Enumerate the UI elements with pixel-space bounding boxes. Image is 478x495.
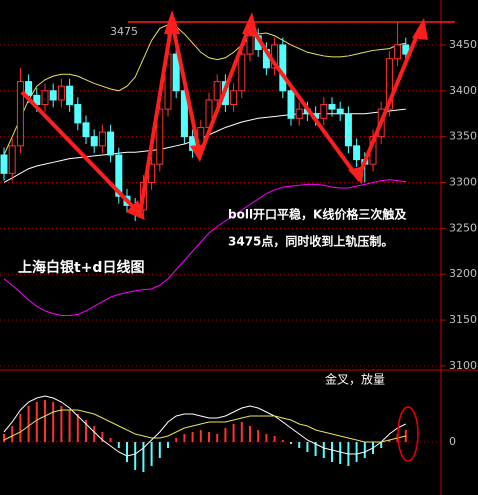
candle-body (213, 81, 221, 101)
arrow-head (412, 18, 428, 40)
y-tick-label: 3250 (449, 221, 477, 234)
candle-body (320, 104, 328, 119)
candle-body (74, 104, 82, 124)
indicator-line (3, 24, 406, 156)
arrow-head (126, 200, 145, 220)
candle-body (49, 90, 57, 101)
candle-body (25, 81, 33, 96)
indicator-line (3, 395, 407, 457)
chart-title: 上海白银t+d日线图 (18, 259, 144, 276)
candle-body (107, 131, 115, 156)
candle-body (336, 108, 344, 115)
candle-body (98, 131, 106, 147)
arrow-head (348, 166, 364, 184)
y-tick-label: 3400 (449, 84, 477, 97)
candle-body (238, 53, 246, 92)
candle-body (279, 44, 287, 92)
indicator-line (3, 409, 406, 443)
candle-body (353, 145, 361, 161)
candle-body (41, 90, 49, 106)
candle-body (8, 145, 16, 174)
arrow-heads (126, 10, 428, 220)
candle-body (328, 104, 336, 110)
arrow-head (164, 10, 180, 34)
candle-body (180, 90, 188, 138)
annotation: boll开口平稳，K线价格三次触及 (228, 207, 407, 222)
candle-body (246, 35, 254, 55)
candle-body (172, 53, 180, 92)
candle-body (385, 58, 393, 110)
y-tick-label: 3200 (449, 267, 477, 280)
y-tick-label: 3300 (449, 175, 477, 188)
arrow-head (242, 12, 258, 36)
candle-body (115, 154, 123, 197)
candle-body (82, 122, 90, 138)
y-tick-label: 3450 (449, 38, 477, 51)
candle-body (344, 113, 352, 147)
candle-body (295, 108, 303, 119)
candle-body (16, 81, 24, 147)
y-tick-label: 3350 (449, 130, 477, 143)
indicator-line (3, 179, 406, 316)
candle-body (57, 85, 65, 101)
y-tick-label: 3100 (449, 359, 477, 372)
candle-body (287, 90, 295, 119)
candle-body (402, 44, 410, 55)
candle-body (0, 154, 8, 174)
arrow-head (190, 144, 206, 162)
level-label: 3475 (110, 25, 138, 38)
candle-body (394, 44, 402, 60)
plot-area: 3100 3150 3200 3250 3300 3350 3400 3450 0 (0, 21, 477, 472)
y-tick-label: 0 (449, 435, 456, 448)
highlight-ellipse (397, 406, 419, 462)
y-tick-label: 3150 (449, 313, 477, 326)
candle-body (230, 90, 238, 106)
candle-body (90, 136, 98, 147)
annotation: 金叉，放量 (325, 372, 385, 387)
candle-body (66, 85, 74, 106)
annotation: 3475点，同时收到上轨压制。 (228, 234, 393, 249)
candle-body (156, 108, 164, 165)
